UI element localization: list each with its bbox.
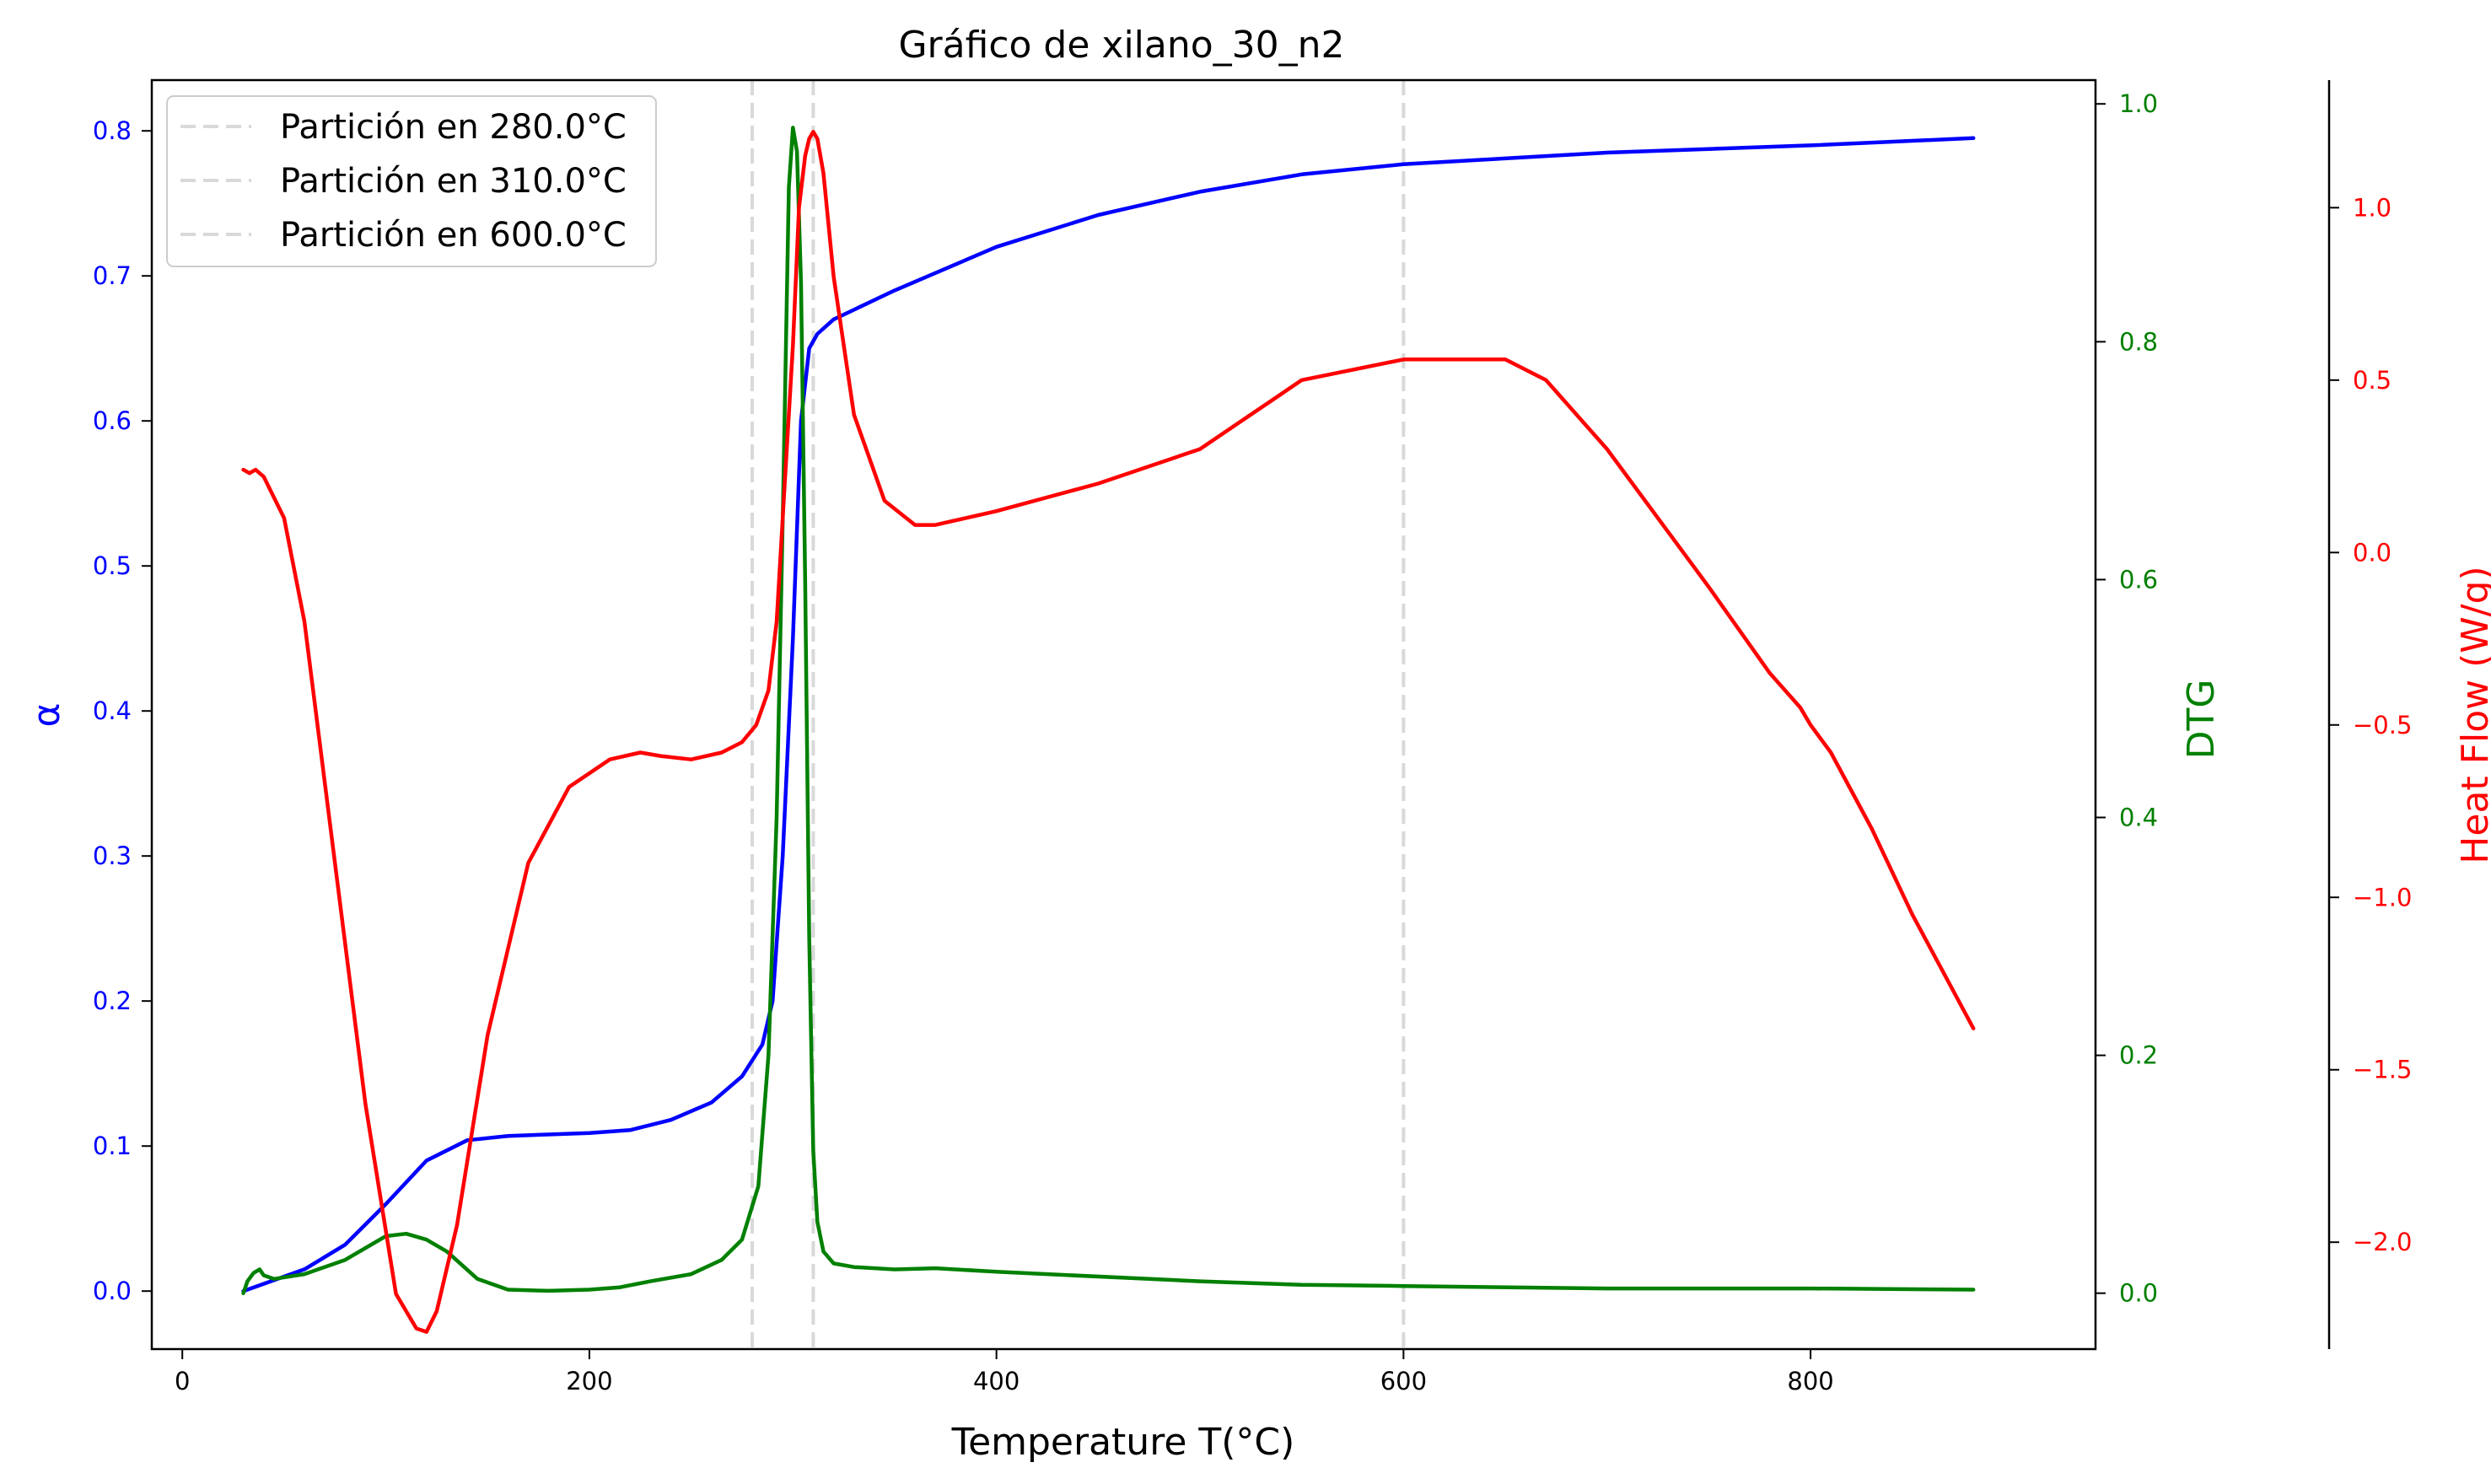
plot-frame: [150, 78, 2097, 1351]
legend-label: Partición en 310.0°C: [280, 162, 627, 201]
dtg-tick-label: 1.0: [2119, 89, 2158, 118]
dtg-axis-title: DTG: [2180, 680, 2223, 760]
x-tick-label: 200: [566, 1367, 612, 1395]
x-tick-label: 400: [973, 1367, 1020, 1395]
x-axis: 0 200 400 600 800: [175, 1349, 1834, 1395]
series-line-heat_flow: [241, 130, 1976, 1334]
series-lines: [241, 126, 1976, 1334]
alpha-tick-label: 0.6: [93, 406, 132, 435]
legend: Partición en 280.0°C Partición en 310.0°C…: [166, 95, 657, 267]
x-tick-label: 0: [175, 1367, 190, 1395]
series-line-dtg: [241, 126, 1976, 1295]
heat-flow-tick-label: 0.5: [2353, 366, 2391, 395]
alpha-tick-label: 0.7: [93, 261, 132, 290]
dtg-tick-label: 0.2: [2119, 1041, 2158, 1070]
chart-title: Gráfico de xilano_30_n2: [898, 24, 1344, 67]
partition-lines: [751, 80, 1406, 1349]
alpha-tick-label: 0.5: [93, 551, 132, 580]
dtg-tick-label: 0.0: [2119, 1279, 2158, 1308]
heat-flow-tick-label: −1.5: [2353, 1056, 2412, 1084]
legend-entries: Partición en 280.0°C Partición en 310.0°C…: [180, 108, 627, 255]
legend-label: Partición en 280.0°C: [280, 108, 627, 147]
dtg-tick-label: 0.4: [2119, 804, 2158, 832]
dtg-tick-label: 0.8: [2119, 327, 2158, 356]
alpha-tick-label: 0.4: [93, 696, 132, 725]
alpha-tick-label: 0.1: [93, 1132, 132, 1160]
legend-label: Partición en 600.0°C: [280, 216, 627, 255]
alpha-axis-title: α: [25, 702, 68, 727]
heat-flow-tick-label: 0.0: [2353, 538, 2391, 567]
alpha-axis: 0.0 0.1 0.2 0.3 0.4 0.5 0.6 0.7 0.8: [93, 116, 152, 1305]
alpha-tick-label: 0.0: [93, 1277, 132, 1305]
heat-flow-tick-label: −1.0: [2353, 883, 2412, 911]
alpha-tick-label: 0.8: [93, 116, 132, 145]
dtg-axis: 0.0 0.2 0.4 0.6 0.8 1.0: [2096, 89, 2158, 1308]
x-axis-title: Temperature T(°C): [951, 1421, 1295, 1464]
heat-flow-tick-label: −0.5: [2353, 711, 2412, 739]
heat-flow-tick-label: −2.0: [2353, 1228, 2412, 1256]
dtg-tick-label: 0.6: [2119, 565, 2158, 594]
legend-box: [166, 95, 657, 267]
x-tick-label: 800: [1787, 1367, 1833, 1395]
heat-flow-axis: −2.0 −1.5 −1.0 −0.5 0.0 0.5 1.0: [2327, 80, 2412, 1349]
alpha-tick-label: 0.2: [93, 987, 132, 1015]
x-tick-label: 600: [1380, 1367, 1427, 1395]
series-line-alpha: [241, 136, 1976, 1293]
alpha-tick-label: 0.3: [93, 841, 132, 870]
heat-flow-axis-title: Heat Flow (W/g): [2454, 566, 2491, 863]
heat-flow-tick-label: 1.0: [2353, 193, 2391, 222]
